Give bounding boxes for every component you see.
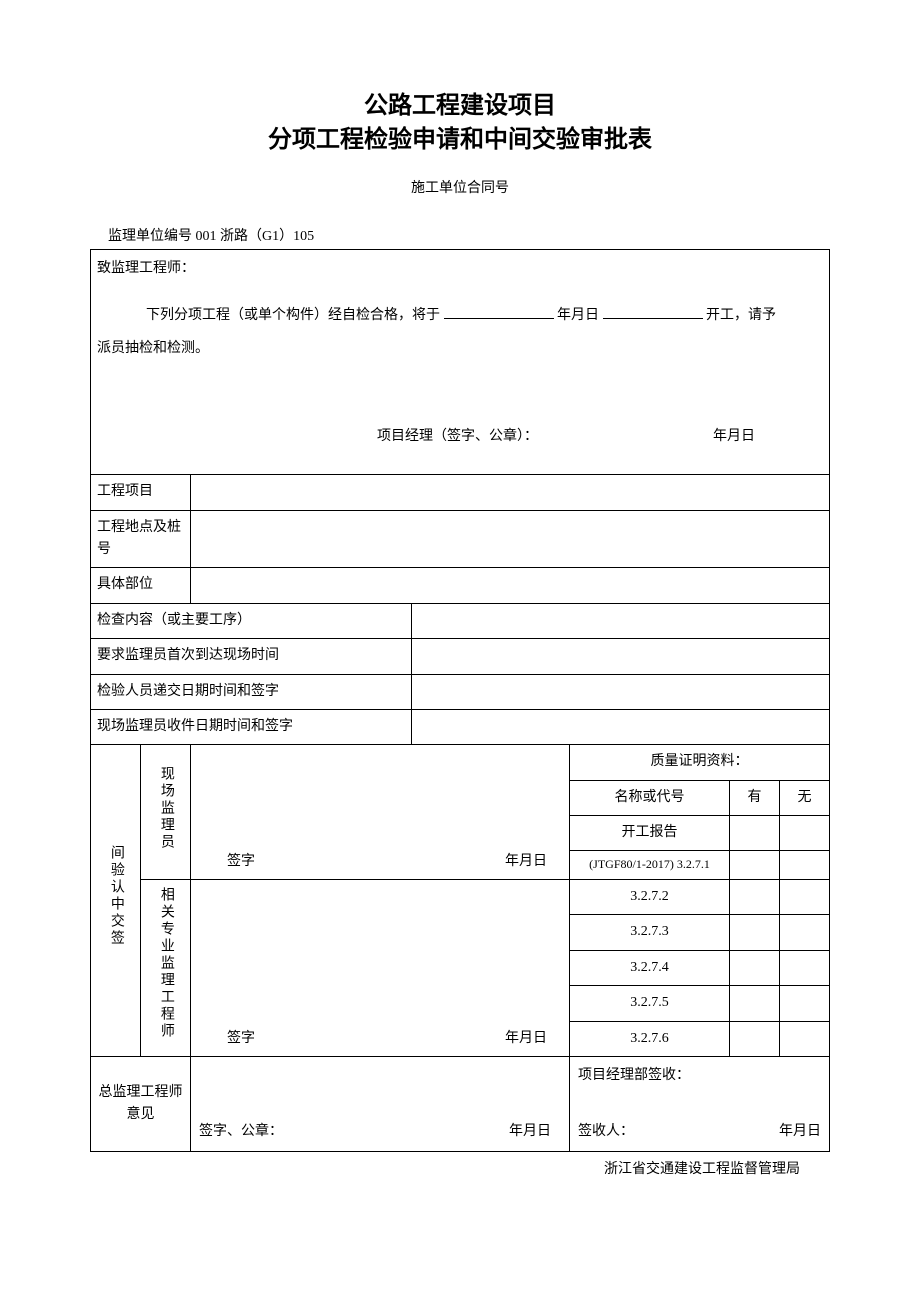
quality-yes-0 (730, 816, 780, 851)
title-line2: 分项工程检验申请和中间交验审批表 (90, 124, 830, 158)
quality-yes-6 (730, 1021, 780, 1056)
quality-yes-3 (730, 915, 780, 950)
opinion-date: 年月日 (509, 1121, 551, 1143)
pm-sign-date: 年月日 (713, 426, 755, 448)
row-location-label: 工程地点及桩号 (91, 510, 191, 568)
verify-role1-date: 年月日 (505, 851, 547, 873)
header-code: 监理单位编号 001 浙路（G1）105 (108, 225, 830, 245)
quality-item-3: 3.2.7.3 (570, 915, 730, 950)
row-project-label: 工程项目 (91, 475, 191, 510)
receiver-label: 签收人： (578, 1121, 634, 1143)
quality-item-0: 开工报告 (570, 816, 730, 851)
quality-no-1 (780, 851, 830, 880)
row-project-value (191, 475, 830, 510)
verify-main-label-cell: 间验认中交签 (91, 745, 141, 1057)
verify-role2-sig-cell: 签字 年月日 (191, 880, 570, 1057)
row-submit-value (411, 674, 829, 709)
opinion-sig-seal: 签字、公章： (199, 1121, 283, 1143)
intro-mid: 年月日 (557, 308, 599, 323)
quality-col-name: 名称或代号 (570, 780, 730, 815)
quality-no-0 (780, 816, 830, 851)
quality-item-5: 3.2.7.5 (570, 986, 730, 1021)
quality-no-6 (780, 1021, 830, 1056)
blank-2 (603, 303, 703, 318)
row-arrival-label: 要求监理员首次到达现场时间 (91, 639, 412, 674)
quality-yes-5 (730, 986, 780, 1021)
receiver-date: 年月日 (779, 1121, 821, 1143)
intro-prefix: 下列分项工程（或单个构件）经自检合格，将于 (146, 308, 440, 323)
pm-receipt-label: 项目经理部签收： (578, 1065, 690, 1087)
intro-tail: 派员抽检和检测。 (97, 332, 823, 366)
row-content-label: 检查内容（或主要工序） (91, 603, 412, 638)
quality-no-4 (780, 950, 830, 985)
quality-yes-1 (730, 851, 780, 880)
quality-item-2: 3.2.7.2 (570, 880, 730, 915)
verify-role2-date: 年月日 (505, 1028, 547, 1050)
quality-col-no: 无 (780, 780, 830, 815)
row-location-value (191, 510, 830, 568)
opinion-label: 总监理工程师意见 (91, 1057, 191, 1152)
quality-yes-4 (730, 950, 780, 985)
intro-body: 下列分项工程（或单个构件）经自检合格，将于 年月日 开工，请予 (97, 299, 823, 333)
title-line1: 公路工程建设项目 (90, 90, 830, 124)
row-content-value (411, 603, 829, 638)
verify-role1-sig-cell: 签字 年月日 (191, 745, 570, 880)
verify-role2-sig: 签字 (227, 1028, 255, 1050)
footer: 浙江省交通建设工程监督管理局 (90, 1158, 830, 1178)
subtitle: 施工单位合同号 (90, 177, 830, 197)
row-arrival-value (411, 639, 829, 674)
quality-no-3 (780, 915, 830, 950)
verify-role2: 相关专业监理工程师 (157, 887, 174, 1040)
form-table: 致监理工程师： 下列分项工程（或单个构件）经自检合格，将于 年月日 开工，请予 … (90, 249, 830, 1152)
quality-item-6: 3.2.7.6 (570, 1021, 730, 1056)
opinion-sign-cell: 签字、公章： 年月日 (191, 1057, 570, 1152)
quality-no-5 (780, 986, 830, 1021)
pm-sign-label: 项目经理（签字、公章）： (377, 426, 538, 448)
row-submit-label: 检验人员递交日期时间和签字 (91, 674, 412, 709)
row-receipt-label: 现场监理员收件日期时间和签字 (91, 709, 412, 744)
verify-role1-cell: 现场监理员 (141, 745, 191, 880)
row-receipt-value (411, 709, 829, 744)
quality-item-4: 3.2.7.4 (570, 950, 730, 985)
quality-item-1: (JTGF80/1-2017) 3.2.7.1 (570, 851, 730, 880)
quality-no-2 (780, 880, 830, 915)
verify-main-label: 间验认中交签 (107, 845, 124, 947)
verify-role1-sig: 签字 (227, 851, 255, 873)
blank-1 (444, 303, 554, 318)
quality-header: 质量证明资料： (570, 745, 830, 780)
intro-cell: 致监理工程师： 下列分项工程（或单个构件）经自检合格，将于 年月日 开工，请予 … (91, 250, 830, 475)
salutation: 致监理工程师： (97, 258, 823, 280)
verify-role1: 现场监理员 (157, 766, 174, 851)
quality-col-yes: 有 (730, 780, 780, 815)
row-part-value (191, 568, 830, 603)
verify-role2-cell: 相关专业监理工程师 (141, 880, 191, 1057)
intro-suffix: 开工，请予 (706, 308, 776, 323)
pm-receipt-cell: 项目经理部签收： 签收人： 年月日 (570, 1057, 830, 1152)
row-part-label: 具体部位 (91, 568, 191, 603)
quality-yes-2 (730, 880, 780, 915)
